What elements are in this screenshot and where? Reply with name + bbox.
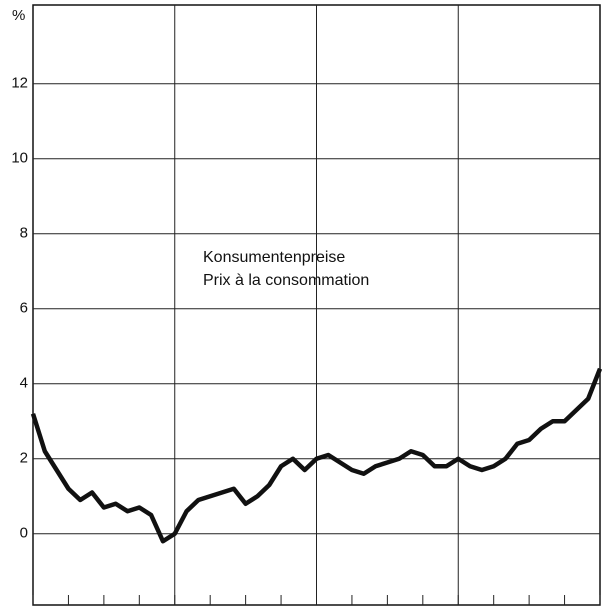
annotation: Konsumentenpreise bbox=[203, 249, 345, 266]
y-unit: % bbox=[12, 7, 25, 24]
y-tick-label: 2 bbox=[20, 450, 28, 467]
data-line bbox=[30, 367, 602, 544]
y-tick-label: 12 bbox=[11, 75, 28, 92]
y-tick-label: 10 bbox=[11, 150, 28, 167]
annotation: Prix à la consommation bbox=[203, 272, 369, 289]
y-tick-label: 4 bbox=[20, 375, 28, 392]
y-tick-label: 0 bbox=[20, 525, 28, 542]
y-tick-label: 6 bbox=[20, 300, 28, 317]
y-tick-label: 8 bbox=[20, 225, 28, 242]
